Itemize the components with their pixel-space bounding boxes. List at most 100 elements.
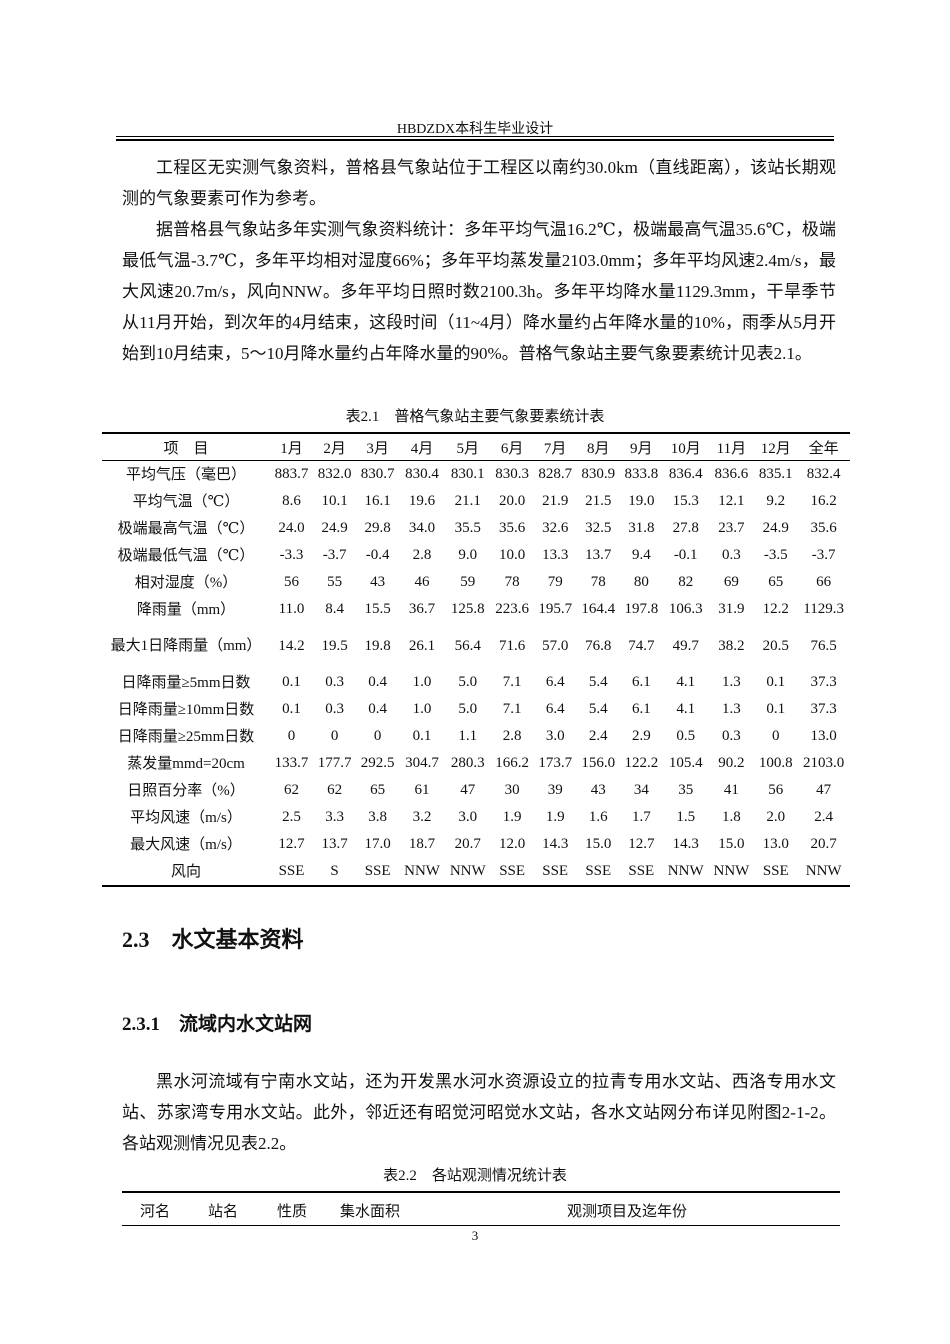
table-cell: 27.8	[672, 520, 699, 536]
table-cell: 76.5	[810, 637, 837, 654]
row-label: 日降雨量≥25mm日数	[117, 728, 255, 745]
table-cell: SSE	[499, 863, 526, 879]
table-cell: 3.0	[458, 809, 478, 825]
table-cell: 19.8	[364, 637, 391, 654]
table-cell: 830.3	[495, 466, 529, 482]
table-row: 最大1日降雨量（mm） 14.2 19.5 19.8 26.1 56.4 71.6 57.0 7…	[102, 623, 850, 669]
table-cell: S	[330, 863, 339, 879]
table-cell: 0.1	[282, 674, 301, 690]
table-cell: 5.0	[458, 701, 478, 717]
table-cell: 24.0	[278, 520, 305, 536]
table-cell: 16.1	[364, 493, 391, 509]
table-cell: 19.0	[628, 493, 655, 509]
table-cell: -3.7	[322, 547, 347, 563]
table-cell: 13.0	[810, 728, 837, 744]
table-cell: 14.2	[278, 637, 305, 654]
table-cell: 35.6	[810, 520, 837, 536]
table-cell: 1.3	[722, 674, 741, 690]
column-header: 8月	[576, 433, 620, 461]
page-header: HBDZDX本科生毕业设计	[396, 122, 554, 137]
row-label: 平均气压（毫巴）	[125, 466, 246, 483]
weather-statistics-table: 项 目 1月 2月 3月 4月 5月 6月 7月 8月 9月 10月 11月 12月 全年 平均气压（毫巴…	[102, 432, 850, 887]
table-cell: 55	[327, 574, 343, 590]
table-cell: 59	[460, 574, 476, 590]
table-2-header: 性质	[277, 1204, 308, 1220]
table-cell: 10.0	[499, 547, 526, 563]
table-cell: 1.9	[545, 809, 565, 825]
table-cell: 122.2	[624, 755, 659, 771]
table-cell: SSE	[364, 863, 391, 879]
table-cell: 21.5	[585, 493, 612, 509]
table-cell: 24.9	[321, 520, 348, 536]
table-cell: 39	[547, 782, 563, 798]
table-cell: 0.1	[766, 701, 786, 717]
table-cell: -3.7	[811, 547, 836, 563]
table-cell: 16.2	[810, 493, 837, 509]
table-cell: 41	[723, 782, 739, 798]
table-cell: 6.1	[631, 674, 651, 690]
page-number: 3	[471, 1228, 479, 1243]
table-cell: 82	[678, 574, 694, 590]
column-header: 1月	[270, 433, 314, 461]
table-cell: 832.0	[317, 466, 352, 482]
table-cell: 14.3	[542, 836, 569, 852]
table-cell: 47	[460, 782, 476, 798]
column-header: 10月	[662, 433, 709, 461]
table-cell: 47	[816, 782, 832, 798]
table-header-row: 项 目 1月 2月 3月 4月 5月 6月 7月 8月 9月 10月 11月 12月 全年	[102, 433, 850, 461]
header-divider	[116, 136, 834, 141]
table-row: 蒸发量mmd=20cm 133.7 177.7 292.5 304.7 280.3 166.…	[102, 750, 850, 777]
table-cell: 832.4	[806, 466, 841, 482]
table-cell: 1.7	[631, 809, 651, 825]
table-cell: 38.2	[718, 637, 745, 654]
table-cell: 69	[723, 574, 739, 590]
table-cell: 125.8	[450, 601, 485, 617]
table-row: 平均气温（℃） 8.6 10.1 16.1 19.6 21.1 20.0 21.9 21.5 19…	[102, 488, 850, 515]
table-cell: 34	[633, 782, 649, 798]
column-header: 项 目	[102, 433, 270, 461]
table-cell: 0	[287, 728, 296, 744]
column-header: 2月	[313, 433, 357, 461]
table-cell: 197.8	[624, 601, 659, 617]
table-cell: -3.3	[279, 547, 304, 563]
table-2-header: 站名	[208, 1204, 239, 1220]
table-cell: NNW	[404, 863, 440, 879]
table-cell: 24.9	[762, 520, 789, 536]
row-label: 日降雨量≥10mm日数	[117, 701, 255, 718]
table-cell: 6.4	[545, 674, 565, 690]
table-cell: 30	[504, 782, 520, 798]
table-cell: -0.1	[673, 547, 698, 563]
table-cell: 56	[768, 782, 784, 798]
table-cell: 71.6	[499, 637, 526, 654]
table-cell: 106.3	[668, 601, 703, 617]
row-label: 日照百分率（%）	[127, 782, 245, 799]
table-cell: 100.8	[758, 755, 793, 771]
table-cell: 9.0	[458, 547, 478, 563]
table-cell: 15.0	[718, 836, 745, 852]
column-header: 全年	[797, 433, 850, 461]
table-cell: 830.9	[581, 466, 616, 482]
table-cell: 0.3	[325, 701, 344, 717]
row-label: 蒸发量mmd=20cm	[127, 755, 245, 772]
column-header: 4月	[399, 433, 445, 461]
table-cell: 177.7	[317, 755, 352, 771]
row-label: 最大风速（m/s）	[130, 836, 242, 853]
table-cell: 43	[370, 574, 386, 590]
table-2-caption: 表2.2 各站观测情况统计表	[383, 1168, 567, 1184]
table-cell: 0.4	[368, 674, 388, 690]
column-header: 11月	[708, 433, 755, 461]
row-label: 最大1日降雨量（mm）	[110, 638, 262, 654]
table-row: 日降雨量≥5mm日数 0.1 0.3 0.4 1.0 5.0 7.1 6.4 5.4 6.1 4.1…	[102, 669, 850, 696]
table-row: 平均风速（m/s） 2.5 3.3 3.8 3.2 3.0 1.9 1.9 1.6 1.7 1.5 1…	[102, 804, 850, 831]
table-cell: SSE	[585, 863, 612, 879]
table-cell: 15.0	[585, 836, 612, 852]
table-cell: 8.4	[325, 601, 344, 617]
table-cell: 1.0	[412, 674, 432, 690]
row-label: 风向	[170, 863, 201, 880]
table-cell: 5.0	[458, 674, 478, 690]
table-cell: 5.4	[588, 674, 608, 690]
table-cell: 14.3	[672, 836, 699, 852]
table-cell: 78	[590, 574, 606, 590]
row-label: 降雨量（mm）	[136, 601, 236, 618]
row-label: 日降雨量≥5mm日数	[121, 674, 251, 691]
